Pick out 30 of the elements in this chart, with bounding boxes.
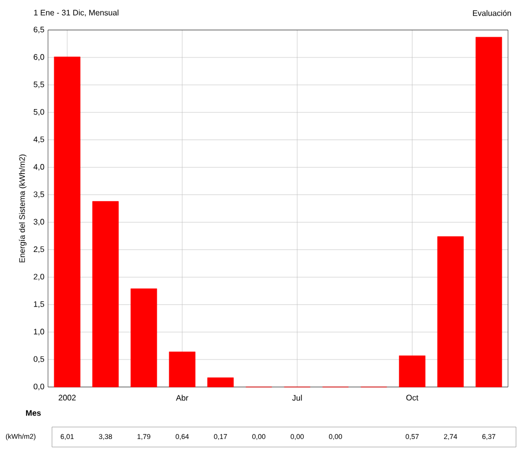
y-tick-label: 5,5 bbox=[34, 82, 44, 88]
y-tick-label: 4,0 bbox=[34, 164, 44, 171]
bar bbox=[168, 352, 196, 388]
chart-title: 1 Ene - 31 Dic, Mensual bbox=[34, 10, 118, 16]
y-tick-label: 0,0 bbox=[34, 384, 44, 390]
y-tick-label: 2,0 bbox=[34, 274, 44, 280]
y-tick-label: 4,5 bbox=[34, 136, 44, 144]
x-axis-title: Mes bbox=[26, 410, 41, 416]
x-tick-label: Abr bbox=[176, 394, 188, 401]
bar bbox=[54, 56, 80, 388]
y-tick-label: 1,0 bbox=[34, 328, 44, 336]
bar bbox=[437, 236, 464, 388]
y-tick-label: 6,5 bbox=[34, 26, 44, 34]
x-tick-label: Jul bbox=[292, 394, 302, 401]
y-tick-label: 3,0 bbox=[34, 218, 44, 226]
bar bbox=[398, 355, 426, 388]
y-tick-label: 3,5 bbox=[34, 191, 44, 198]
y-tick-label: 5,0 bbox=[34, 109, 44, 116]
y-tick-label: 6,0 bbox=[34, 54, 44, 61]
y-tick-label: 0,5 bbox=[34, 356, 44, 363]
bar bbox=[130, 288, 158, 388]
y-axis-title: Energía del Sistema (kWh/m2) bbox=[18, 154, 26, 262]
y-tick-label: 1,5 bbox=[34, 301, 44, 308]
x-tick-label: Oct bbox=[406, 394, 418, 400]
y-tick-label: 2,5 bbox=[34, 246, 44, 253]
x-tick-label: 2002 bbox=[58, 394, 76, 400]
bar bbox=[476, 36, 502, 388]
bar bbox=[92, 201, 119, 388]
bar bbox=[207, 377, 234, 388]
chart-subtitle: Evaluación bbox=[473, 10, 511, 16]
